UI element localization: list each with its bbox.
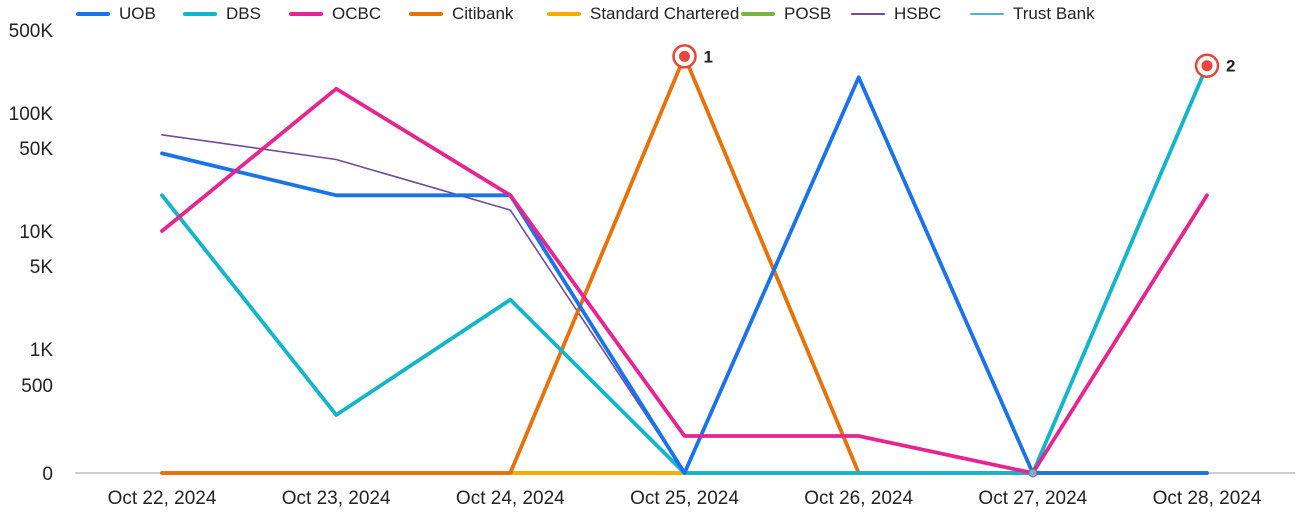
legend-label: Standard Chartered: [590, 4, 740, 23]
series-line-hsbc: [161, 134, 1208, 474]
legend-label: UOB: [119, 4, 156, 23]
legend-label: Trust Bank: [1013, 4, 1095, 23]
legend-swatch: [183, 12, 217, 16]
y-tick-label: 100K: [9, 104, 54, 125]
legend-item-3[interactable]: Citibank: [409, 4, 513, 24]
legend-label: DBS: [226, 4, 261, 23]
legend-item-5[interactable]: POSB: [741, 4, 831, 24]
legend-swatch: [547, 12, 581, 16]
legend-swatch: [741, 12, 775, 16]
x-tick-label: Oct 27, 2024: [978, 488, 1087, 509]
y-tick-label: 0: [42, 464, 53, 485]
legend-item-6[interactable]: HSBC: [851, 4, 941, 24]
x-tick-label: Oct 23, 2024: [282, 488, 391, 509]
y-tick-label: 500: [21, 376, 53, 397]
legend-item-7[interactable]: Trust Bank: [970, 4, 1095, 24]
data-point-marker: [1028, 468, 1038, 478]
x-tick-label: Oct 26, 2024: [804, 488, 913, 509]
x-tick-label: Oct 28, 2024: [1153, 488, 1262, 509]
x-tick-label: Oct 24, 2024: [456, 488, 565, 509]
legend-item-2[interactable]: OCBC: [289, 4, 381, 24]
y-tick-label: 50K: [19, 139, 53, 160]
annotation-dot: [679, 50, 690, 62]
annotation-label: 1: [704, 47, 713, 66]
y-tick-label: 10K: [19, 222, 53, 243]
legend-label: OCBC: [332, 4, 382, 23]
legend-item-0[interactable]: UOB: [76, 4, 156, 24]
x-tick-label: Oct 22, 2024: [108, 488, 217, 509]
x-tick-label: Oct 25, 2024: [630, 488, 739, 509]
annotation-label: 2: [1226, 57, 1235, 76]
legend-swatch: [289, 12, 323, 16]
y-tick-label: 1K: [30, 340, 54, 361]
series-line-ocbc: [160, 86, 1209, 475]
legend-swatch: [851, 13, 885, 15]
legend-label: POSB: [784, 4, 832, 23]
legend-item-1[interactable]: DBS: [183, 4, 261, 24]
series-line-citibank: [160, 54, 1209, 475]
annotation-dot: [1201, 60, 1213, 72]
y-tick-label: 500K: [9, 21, 54, 42]
series-line-dbs: [160, 63, 1209, 475]
legend-swatch: [970, 13, 1004, 15]
legend-label: HSBC: [894, 4, 942, 23]
series-line-uob: [160, 75, 1209, 475]
legend: UOB DBS OCBC Citibank Standard Chartered POSB…: [0, 0, 1299, 28]
legend-swatch: [409, 12, 443, 16]
legend-label: Citibank: [452, 4, 514, 23]
legend-swatch: [76, 12, 110, 16]
y-tick-label: 5K: [30, 257, 54, 278]
legend-item-4[interactable]: Standard Chartered: [547, 4, 739, 24]
